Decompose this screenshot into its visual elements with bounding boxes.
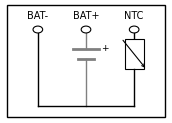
Text: BAT+: BAT+ — [73, 11, 99, 21]
Text: NTC: NTC — [125, 11, 144, 21]
Text: +: + — [101, 44, 109, 53]
Bar — [125, 39, 144, 69]
Circle shape — [33, 26, 43, 33]
Circle shape — [81, 26, 91, 33]
Text: BAT-: BAT- — [27, 11, 48, 21]
Circle shape — [129, 26, 139, 33]
